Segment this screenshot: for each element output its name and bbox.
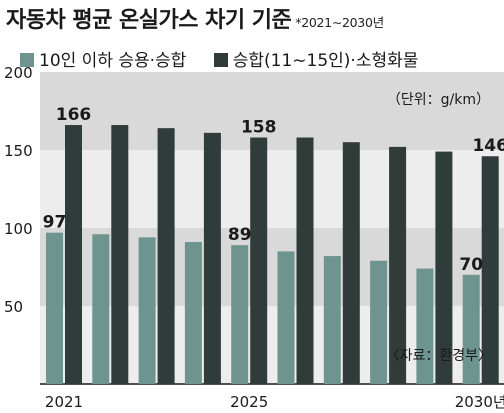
bar-small-2024 (184, 242, 202, 384)
data-label: 89 (228, 225, 252, 245)
bar-large-2024 (203, 132, 221, 384)
unit-note: （단위：g/km） (387, 92, 490, 108)
y-tick-label: 200 (4, 64, 33, 82)
legend-swatch-large (213, 53, 228, 67)
y-tick-label: 100 (4, 220, 33, 238)
bar-small-2022 (92, 234, 110, 384)
data-label: 158 (241, 118, 277, 138)
data-label: 146 (472, 136, 504, 156)
bar-small-2028 (370, 260, 388, 384)
bar-small-2023 (138, 237, 156, 384)
x-axis: 2021 2025 2030년 (45, 393, 504, 411)
bar-large-2027 (342, 142, 360, 384)
grid-band (40, 72, 504, 150)
y-tick-label: 50 (4, 298, 23, 316)
chart-title: 자동차 평균 온실가스 차기 기준 (6, 8, 292, 33)
chart-title-block: 자동차 평균 온실가스 차기 기준 *2021∼2030년 (6, 2, 384, 34)
bar-large-2023 (157, 128, 175, 384)
data-label: 166 (56, 105, 92, 125)
x-tick-label: 2025 (230, 393, 268, 411)
bar-small-2026 (277, 251, 295, 384)
legend-item-large-vehicles: 승합(11∼15인)·소형화물 (213, 46, 419, 71)
data-label: 97 (43, 213, 67, 233)
x-tick-label: 2021 (45, 393, 83, 411)
bar-small-2029 (416, 268, 434, 384)
legend-swatch-small (20, 53, 34, 67)
data-labels: 97 89 70 166 158 146 (43, 105, 504, 275)
bar-series (46, 125, 499, 384)
legend-item-small-vehicles: 10인 이하 승용·승합 (20, 46, 186, 71)
x-tick-label: 2030년 (455, 393, 504, 411)
y-tick-label: 150 (4, 142, 33, 160)
data-label: 70 (459, 255, 483, 275)
chart-period: *2021∼2030년 (295, 15, 384, 30)
grid-band (40, 228, 504, 306)
bar-small-2030년 (462, 274, 480, 384)
bar-large-2025 (250, 137, 268, 384)
bar-large-2022 (111, 125, 129, 384)
bar-large-2026 (296, 137, 314, 384)
bar-large-2028 (389, 146, 407, 384)
legend: 10인 이하 승용·승합 승합(11∼15인)·소형화물 (20, 46, 440, 71)
legend-label-large: 승합(11∼15인)·소형화물 (232, 51, 419, 71)
bar-large-2029 (435, 151, 453, 384)
bar-small-2027 (323, 256, 341, 384)
bar-small-2021 (46, 232, 63, 384)
legend-label-small: 10인 이하 승용·승합 (39, 51, 187, 71)
bar-large-2030년 (481, 156, 499, 384)
source-note: 〈자료：환경부〉 (386, 348, 492, 364)
bar-small-2025 (231, 245, 249, 384)
bar-large-2021 (65, 125, 82, 384)
